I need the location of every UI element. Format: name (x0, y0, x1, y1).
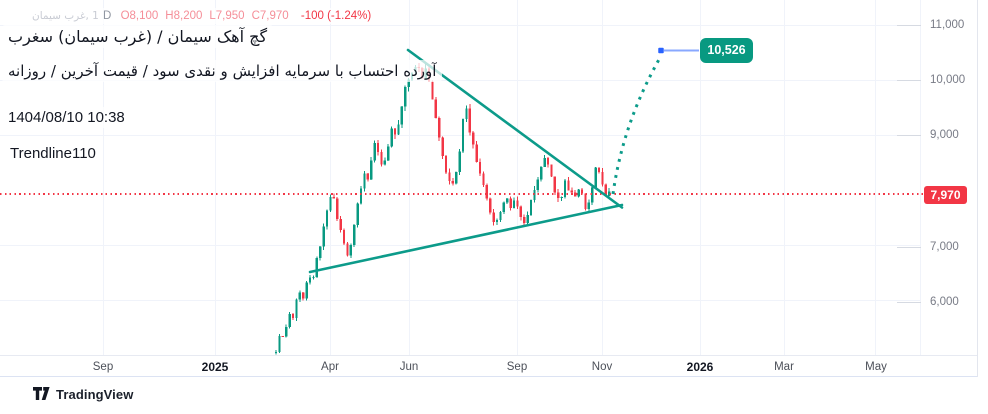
symbol-title[interactable]: سغرب (سیمان غرب) / سیمان آهک گچ (2, 25, 274, 48)
interval-label: D (103, 10, 112, 22)
gridline-vertical (602, 0, 603, 355)
time-axis-label: Sep (92, 361, 114, 373)
gridline-vertical (103, 0, 104, 355)
gridline-vertical (409, 0, 410, 355)
last-price-dotted-line (0, 193, 924, 195)
widget-right-border (977, 0, 978, 377)
time-axis-label: May (865, 361, 887, 373)
price-axis[interactable]: 11,000 10,000 9,000 7,000 6,000 (897, 0, 978, 355)
time-axis[interactable]: Sep 2025 Apr Jun Sep Nov 2026 Mar May (0, 355, 977, 377)
rtl-word: سیمان (167, 27, 212, 46)
down-candle-bodies (281, 66, 607, 337)
time-axis-label: Sep (506, 361, 528, 373)
time-axis-label: Apr (321, 361, 339, 373)
rtl-word: آهک (216, 27, 245, 46)
symbol-ghost-label: سیمان غرب, 1 (32, 10, 99, 22)
rtl-word: سود (152, 62, 180, 80)
rtl-word: روزانه (8, 62, 47, 80)
datetime-note[interactable]: 1404/08/10 10:38 (2, 107, 131, 128)
rtl-word: سغرب (8, 27, 54, 46)
up-candle-bodies (274, 66, 611, 354)
rtl-word: آورده (403, 62, 437, 80)
legend-ohlc-row: سیمان غرب, 1 D O8,100 H8,200 L7,950 C7,970 … (26, 8, 378, 24)
price-axis-label: 10,000 (930, 74, 966, 86)
rtl-word: افزایش (232, 62, 280, 80)
price-axis-tick (897, 25, 921, 26)
rtl-word: احتساب (348, 62, 399, 80)
rtl-word: / (50, 62, 56, 80)
rtl-word: و (220, 62, 228, 80)
last-price-badge: 7,970 (924, 185, 967, 204)
price-axis-tick (897, 302, 921, 303)
gridline-vertical (875, 0, 876, 355)
gridline-horizontal (0, 300, 920, 301)
ohlc-values: O8,100 H8,200 L7,950 C7,970 (121, 10, 296, 22)
time-axis-label: Nov (591, 361, 613, 373)
rtl-word: گچ (249, 27, 268, 46)
price-axis-label: 9,000 (930, 129, 959, 141)
tradingview-logo-icon (33, 387, 50, 400)
ohlc-item: C7,970 (251, 10, 289, 22)
rtl-word: غرب) (113, 27, 153, 46)
ohlc-item: H8,200 (165, 10, 203, 22)
gridline-horizontal (0, 25, 920, 26)
tradingview-brand-text: TradingView (56, 386, 134, 402)
rtl-word: 1 (92, 10, 99, 22)
price-axis-label: 7,000 (930, 241, 959, 253)
rtl-word: نقدی (184, 62, 216, 80)
rtl-word: قیمت (102, 62, 138, 80)
time-axis-label: Mar (774, 361, 794, 373)
gridline-vertical (784, 0, 785, 355)
gridline-horizontal (0, 245, 920, 246)
trendline-drawing-label[interactable]: Trendline110 (4, 143, 102, 164)
price-axis-tick (897, 247, 921, 248)
gridline-vertical (517, 0, 518, 355)
price-axis-label: 11,000 (930, 19, 965, 31)
rtl-word: غرب, (64, 10, 89, 22)
rtl-word: / (157, 27, 163, 46)
time-axis-label: 2025 (201, 360, 229, 374)
rtl-word: (سیمان (58, 27, 109, 46)
ohlc-item: O8,100 (120, 10, 159, 22)
gridline-vertical (330, 0, 331, 355)
gridline-vertical (215, 0, 216, 355)
time-axis-label: 2026 (686, 360, 714, 374)
target-price-badge[interactable]: 10,526 (700, 37, 753, 63)
target-point-marker[interactable] (658, 47, 664, 54)
rtl-word: / (142, 62, 148, 80)
widget-bottom-border (0, 376, 977, 377)
price-axis-tick (897, 135, 921, 136)
projection-dotted-path[interactable] (611, 55, 663, 195)
change-value: -100 (-1.24%) (300, 10, 372, 22)
price-axis-tick (897, 80, 921, 81)
ohlc-item: L7,950 (209, 10, 245, 22)
gridline-vertical (700, 0, 701, 355)
down-candle-wicks (282, 63, 607, 337)
gridline-horizontal (0, 135, 920, 136)
series-subtitle[interactable]: روزانه / آخرین قیمت / سود نقدی و افزایش … (2, 60, 443, 82)
rtl-word: آخرین (60, 62, 99, 80)
price-axis-label: 6,000 (930, 296, 959, 308)
up-candle-wicks (275, 64, 610, 355)
tradingview-attribution-link[interactable]: TradingView (33, 385, 133, 403)
rtl-word: سرمایه (284, 62, 331, 80)
trendline-lower[interactable] (308, 203, 624, 274)
rtl-word: با (334, 62, 344, 80)
rtl-word: سیمان (32, 10, 61, 22)
time-axis-label: Jun (399, 361, 419, 373)
